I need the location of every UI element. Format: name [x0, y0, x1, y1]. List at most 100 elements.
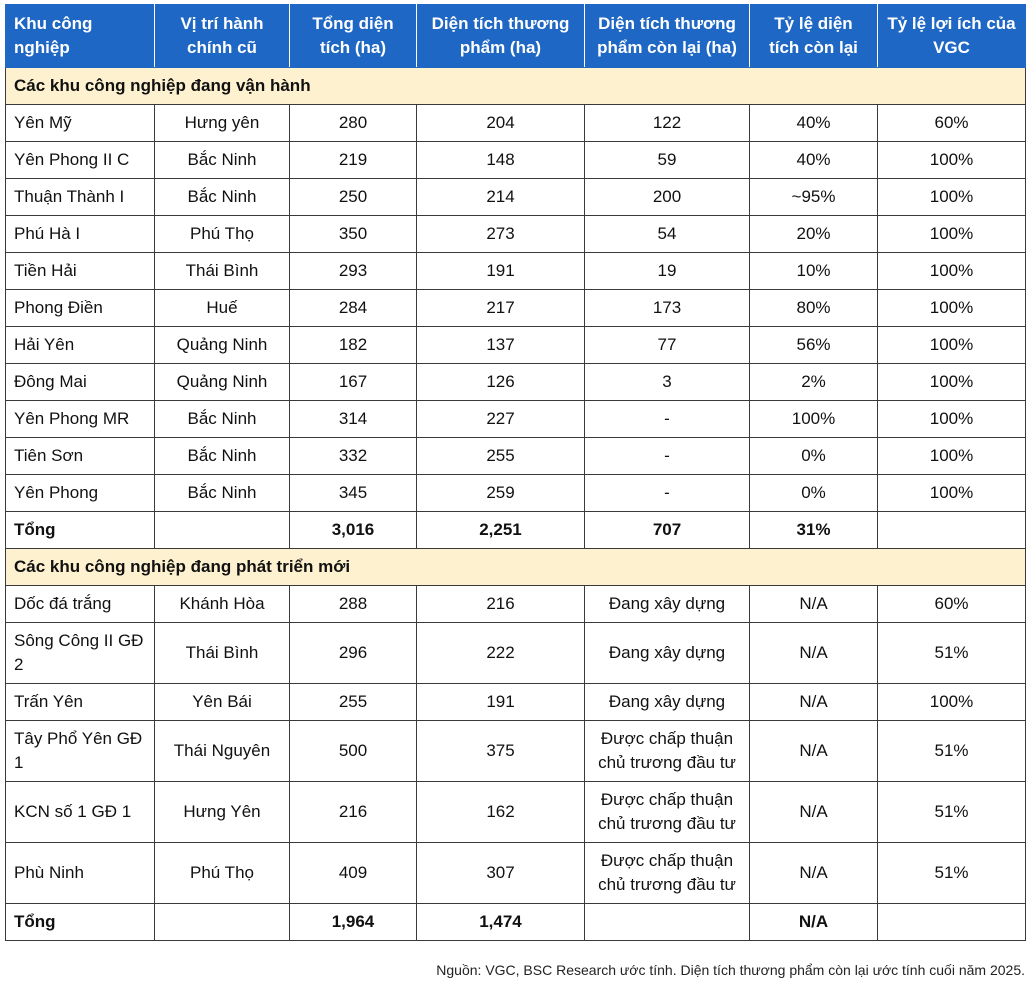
table-cell: Yên Phong II C — [5, 141, 155, 179]
table-cell: 0% — [749, 474, 878, 512]
table-cell: 100% — [877, 215, 1026, 253]
table-cell: - — [584, 474, 750, 512]
table-cell: N/A — [749, 585, 878, 623]
table-cell: Thái Nguyên — [154, 720, 290, 782]
table-cell: 51% — [877, 781, 1026, 843]
table-cell: 191 — [416, 252, 585, 290]
total-cell: 31% — [749, 511, 878, 549]
table-cell: Khánh Hòa — [154, 585, 290, 623]
table-cell: N/A — [749, 720, 878, 782]
table-cell: Đông Mai — [5, 363, 155, 401]
table-cell: 255 — [289, 683, 417, 721]
table-cell: 500 — [289, 720, 417, 782]
table-row: Tây Phổ Yên GĐ 1 Thái Nguyên 500 375 Được ch… — [5, 720, 1026, 782]
table-cell: Hải Yên — [5, 326, 155, 364]
table-cell: Tiên Sơn — [5, 437, 155, 475]
table-cell: 200 — [584, 178, 750, 216]
table-cell: - — [584, 437, 750, 475]
table-cell: 100% — [877, 289, 1026, 327]
table-cell: 227 — [416, 400, 585, 438]
table-cell: 280 — [289, 104, 417, 142]
table-cell: N/A — [749, 842, 878, 904]
table-cell: 59 — [584, 141, 750, 179]
table-cell: ~95% — [749, 178, 878, 216]
table-cell: - — [584, 400, 750, 438]
total-row-developing: Tổng 1,964 1,474 N/A — [5, 903, 1026, 941]
table-cell: 255 — [416, 437, 585, 475]
table-cell: 222 — [416, 622, 585, 684]
table-cell: Quảng Ninh — [154, 363, 290, 401]
table-cell: 259 — [416, 474, 585, 512]
table-cell: Bắc Ninh — [154, 400, 290, 438]
table-cell: Bắc Ninh — [154, 437, 290, 475]
total-cell: 3,016 — [289, 511, 417, 549]
col-header-location: Vị trí hành chính cũ — [154, 4, 290, 68]
table-cell: 100% — [877, 474, 1026, 512]
table-cell: 122 — [584, 104, 750, 142]
header-row: Khu công nghiệp Vị trí hành chính cũ Tổn… — [5, 4, 1026, 68]
total-cell: 707 — [584, 511, 750, 549]
table-cell: 100% — [877, 400, 1026, 438]
table-cell: Yên Bái — [154, 683, 290, 721]
table-cell: 100% — [877, 363, 1026, 401]
table-row: Phù Ninh Phú Thọ 409 307 Được chấp thuận chủ… — [5, 842, 1026, 904]
total-cell — [877, 511, 1026, 549]
table-row: Yên Mỹ Hưng yên 280 204 122 40% 60% — [5, 104, 1026, 142]
table-cell: Hưng yên — [154, 104, 290, 142]
table-cell: Được chấp thuận chủ trương đầu tư — [584, 720, 750, 782]
table-cell: 217 — [416, 289, 585, 327]
table-row: Yên Phong II C Bắc Ninh 219 148 59 40% 100% — [5, 141, 1026, 179]
table-cell: 296 — [289, 622, 417, 684]
table-cell: 51% — [877, 622, 1026, 684]
col-header-remaining-ratio: Tỷ lệ diện tích còn lại — [749, 4, 878, 68]
table-row: Tiền Hải Thái Bình 293 191 19 10% 100% — [5, 252, 1026, 290]
table-cell: 2% — [749, 363, 878, 401]
table-cell: Bắc Ninh — [154, 141, 290, 179]
table-cell: Phú Hà I — [5, 215, 155, 253]
table-row: Phong Điền Huế 284 217 173 80% 100% — [5, 289, 1026, 327]
table-cell: Huế — [154, 289, 290, 327]
table-cell: Dốc đá trắng — [5, 585, 155, 623]
section-header-operating: Các khu công nghiệp đang vận hành — [5, 67, 1026, 105]
table-cell: 216 — [289, 781, 417, 843]
table-cell: 314 — [289, 400, 417, 438]
table-cell: 54 — [584, 215, 750, 253]
total-cell — [584, 903, 750, 941]
table-cell: 182 — [289, 326, 417, 364]
table-cell: Đang xây dựng — [584, 622, 750, 684]
table-cell: Được chấp thuận chủ trương đầu tư — [584, 842, 750, 904]
table-row: Sông Công II GĐ 2 Thái Bình 296 222 Đang xây… — [5, 622, 1026, 684]
total-row-operating: Tổng 3,016 2,251 707 31% — [5, 511, 1026, 549]
table-cell: 288 — [289, 585, 417, 623]
total-cell: 2,251 — [416, 511, 585, 549]
industrial-parks-table: Khu công nghiệp Vị trí hành chính cũ Tổn… — [5, 4, 1026, 941]
table-cell: 40% — [749, 104, 878, 142]
total-cell: N/A — [749, 903, 878, 941]
table-cell: Đang xây dựng — [584, 683, 750, 721]
table-cell: Sông Công II GĐ 2 — [5, 622, 155, 684]
table-cell: Đang xây dựng — [584, 585, 750, 623]
total-cell — [154, 511, 290, 549]
table-cell: Yên Phong — [5, 474, 155, 512]
total-cell: 1,474 — [416, 903, 585, 941]
table-cell: 375 — [416, 720, 585, 782]
table-row: Trấn Yên Yên Bái 255 191 Đang xây dựng N/A 100… — [5, 683, 1026, 721]
table-row: Yên Phong MR Bắc Ninh 314 227-100% 100% — [5, 400, 1026, 438]
table-cell: 60% — [877, 585, 1026, 623]
table-cell: Thuận Thành I — [5, 178, 155, 216]
table-cell: KCN số 1 GĐ 1 — [5, 781, 155, 843]
table-cell: Yên Mỹ — [5, 104, 155, 142]
table-row: Phú Hà I Phú Thọ 350 273 54 20% 100% — [5, 215, 1026, 253]
table-cell: Bắc Ninh — [154, 474, 290, 512]
table-cell: 100% — [877, 326, 1026, 364]
table-cell: 214 — [416, 178, 585, 216]
source-note: Nguồn: VGC, BSC Research ước tính. Diện … — [436, 962, 1025, 978]
table-cell: 60% — [877, 104, 1026, 142]
total-cell: Tổng — [5, 903, 155, 941]
table-cell: 19 — [584, 252, 750, 290]
table-cell: Thái Bình — [154, 622, 290, 684]
section-title: Các khu công nghiệp đang vận hành — [5, 67, 1026, 105]
total-cell — [154, 903, 290, 941]
col-header-remaining-area: Diện tích thương phẩm còn lại (ha) — [584, 4, 750, 68]
table-cell: Tiền Hải — [5, 252, 155, 290]
